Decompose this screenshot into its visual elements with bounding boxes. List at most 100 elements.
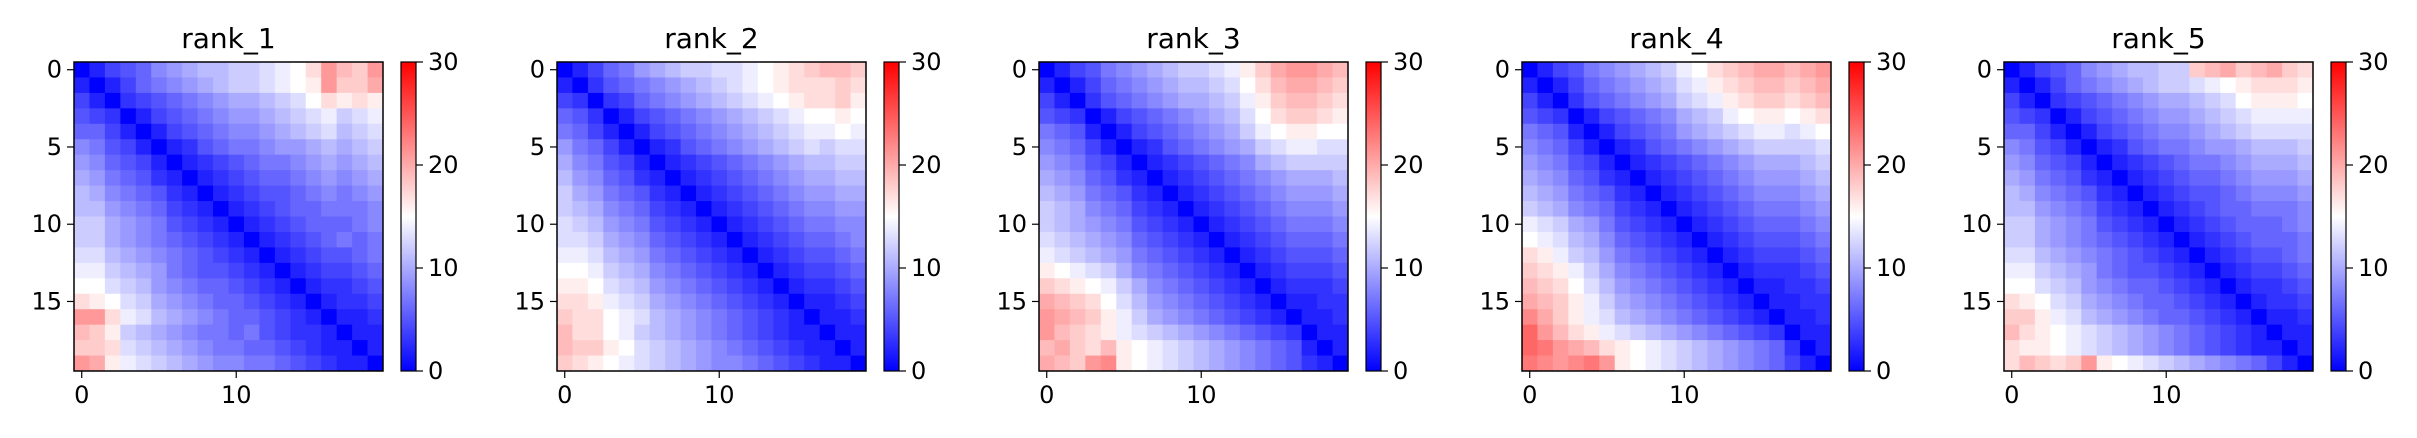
heatmap-cell	[321, 77, 338, 94]
heatmap-cell	[696, 77, 712, 94]
heatmap-cell	[757, 247, 774, 264]
heatmap-cell	[336, 62, 353, 78]
heatmap-cell	[835, 324, 851, 341]
heatmap-cell	[1815, 185, 1832, 202]
heatmap-cell	[2204, 247, 2221, 264]
heatmap-cell	[1568, 293, 1585, 310]
colorbar-tick-label: 0	[428, 357, 443, 385]
heatmap-cell	[2282, 201, 2298, 217]
heatmap-cell	[1661, 324, 1677, 341]
heatmap-cell	[1661, 247, 1677, 264]
heatmap-cell	[151, 108, 168, 125]
heatmap-cell	[367, 278, 384, 295]
heatmap-cell	[742, 216, 759, 233]
heatmap-cell	[1069, 92, 1086, 109]
heatmap-cell	[835, 77, 851, 94]
heatmap-cell	[197, 278, 214, 295]
heatmap-cell	[89, 185, 106, 202]
heatmap-cell	[1583, 185, 1600, 202]
heatmap-cell	[1239, 247, 1256, 264]
heatmap-cell	[120, 278, 137, 295]
heatmap-cell	[1116, 154, 1133, 171]
heatmap-cell	[1722, 340, 1739, 356]
heatmap-cell	[213, 231, 229, 248]
heatmap-cell	[835, 139, 851, 156]
heatmap-cell	[850, 309, 867, 326]
heatmap-cell	[1599, 231, 1616, 248]
heatmap-cell	[1661, 77, 1677, 94]
heatmap-cell	[1522, 262, 1538, 279]
heatmap-cell	[1676, 170, 1693, 186]
heatmap-cell	[336, 231, 353, 248]
heatmap-cell	[1039, 170, 1055, 186]
heatmap-cell	[290, 355, 307, 372]
heatmap-cell	[1676, 123, 1693, 140]
heatmap-cell	[1800, 123, 1816, 140]
heatmap-cell	[2297, 92, 2314, 109]
heatmap-cell	[290, 154, 307, 171]
heatmap-cell	[1552, 340, 1569, 356]
heatmap-cell	[104, 309, 121, 326]
heatmap-cell	[74, 170, 90, 186]
heatmap-cell	[804, 309, 821, 326]
heatmap-cell	[228, 185, 245, 202]
heatmap-cell	[352, 231, 368, 248]
heatmap-cell	[120, 247, 137, 264]
heatmap-cell	[1769, 309, 1786, 326]
heatmap-cell	[1522, 139, 1538, 156]
heatmap-cell	[2251, 309, 2268, 326]
heatmap-cell	[305, 262, 322, 279]
heatmap-cell	[1753, 340, 1770, 356]
heatmap-cell	[1178, 92, 1194, 109]
heatmap-cell	[1552, 309, 1569, 326]
heatmap-cell	[1178, 216, 1194, 233]
heatmap-cell	[151, 231, 168, 248]
heatmap-cell	[1039, 139, 1055, 156]
heatmap-cell	[1100, 92, 1117, 109]
heatmap-cell	[228, 324, 245, 341]
heatmap-cell	[711, 139, 728, 156]
heatmap-cell	[1537, 216, 1554, 233]
heatmap-cell	[819, 247, 836, 264]
heatmap-cell	[1800, 340, 1816, 356]
heatmap-cell	[819, 154, 836, 171]
heatmap-cell	[1691, 92, 1708, 109]
heatmap-cell	[1069, 108, 1086, 125]
heatmap-cell	[2065, 309, 2082, 326]
heatmap-cell	[1255, 355, 1272, 372]
heatmap-cell	[1815, 340, 1832, 356]
heatmap-cell	[788, 123, 805, 140]
heatmap-cell	[197, 340, 214, 356]
heatmap-cell	[1317, 216, 1333, 233]
y-tick-label: 15	[1479, 287, 1510, 315]
heatmap-cell	[120, 154, 137, 171]
heatmap-cell	[1301, 77, 1318, 94]
heatmap-cell	[1753, 62, 1770, 78]
heatmap-cell	[135, 77, 152, 94]
heatmap-cell	[680, 185, 697, 202]
heatmap-cell	[135, 324, 152, 341]
heatmap-cell	[2065, 108, 2082, 125]
heatmap-cell	[2065, 324, 2082, 341]
heatmap-cell	[1255, 216, 1272, 233]
heatmap-cell	[2065, 231, 2082, 248]
heatmap-cell	[572, 309, 589, 326]
heatmap-cell	[1162, 170, 1179, 186]
heatmap-cell	[352, 355, 368, 372]
heatmap-cell	[1239, 123, 1256, 140]
heatmap-cell	[587, 154, 604, 171]
heatmap-cell	[773, 92, 790, 109]
colorbar-tick-label: 30	[1393, 48, 1424, 76]
heatmap-cell	[634, 231, 651, 248]
heatmap-cell	[1676, 216, 1693, 233]
heatmap-cell	[2220, 340, 2237, 356]
heatmap-cell	[2266, 108, 2283, 125]
heatmap-cell	[2158, 123, 2175, 140]
heatmap-cell	[1614, 324, 1631, 341]
heatmap-cell	[2235, 201, 2252, 217]
heatmap-cell	[804, 340, 821, 356]
heatmap-cell	[1100, 355, 1117, 372]
heatmap-cell	[2282, 262, 2298, 279]
heatmap-cell	[1332, 247, 1349, 264]
heatmap-cell	[2251, 293, 2268, 310]
